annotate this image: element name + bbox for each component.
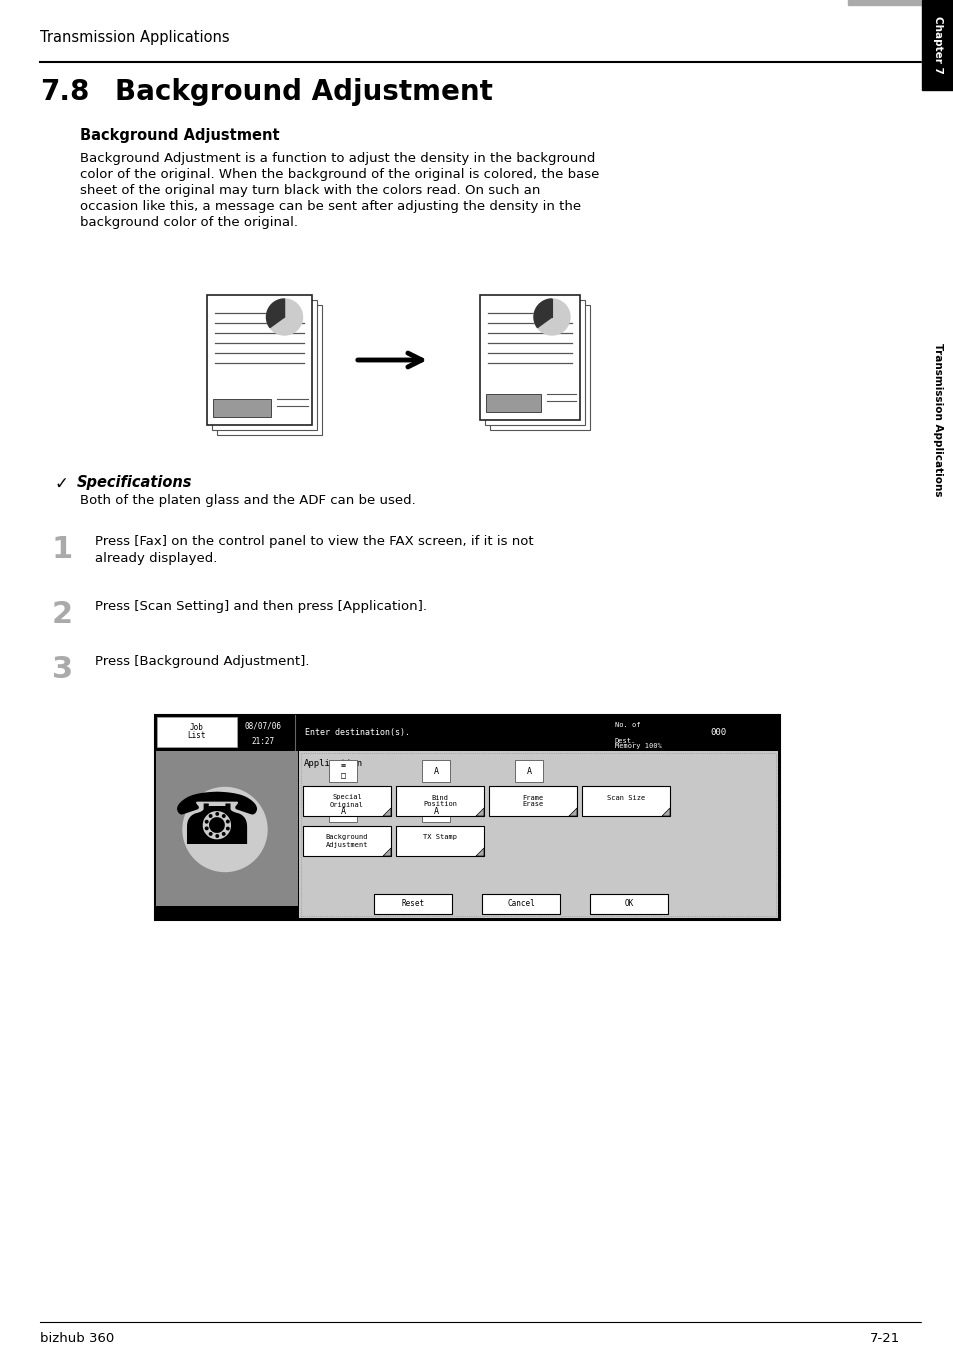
Bar xyxy=(157,717,236,748)
Text: No. of: No. of xyxy=(615,722,639,727)
Bar xyxy=(490,306,589,430)
Bar xyxy=(421,760,450,781)
Text: Scan Size: Scan Size xyxy=(606,795,644,800)
Bar xyxy=(515,760,542,781)
Text: Bind: Bind xyxy=(431,795,448,800)
Text: Transmission Applications: Transmission Applications xyxy=(932,343,942,496)
Text: already displayed.: already displayed. xyxy=(95,552,217,565)
Text: Transmission Applications: Transmission Applications xyxy=(40,30,230,45)
Text: A: A xyxy=(340,807,345,815)
Bar xyxy=(485,393,540,412)
Bar xyxy=(303,826,391,856)
Circle shape xyxy=(183,787,267,872)
Bar xyxy=(484,300,584,425)
Bar xyxy=(479,295,579,420)
Text: bizhub 360: bizhub 360 xyxy=(40,1332,114,1345)
Polygon shape xyxy=(382,848,391,856)
Bar xyxy=(217,306,322,435)
Text: ☎: ☎ xyxy=(172,790,262,859)
Bar xyxy=(303,786,391,817)
Text: Position: Position xyxy=(422,802,456,807)
Text: Adjustment: Adjustment xyxy=(325,841,368,848)
Text: 7-21: 7-21 xyxy=(869,1332,899,1345)
Text: Press [Scan Setting] and then press [Application].: Press [Scan Setting] and then press [App… xyxy=(95,600,427,612)
Text: Chapter 7: Chapter 7 xyxy=(932,16,942,74)
Bar xyxy=(581,786,669,817)
Text: Application: Application xyxy=(304,758,363,768)
Bar xyxy=(421,800,450,822)
Text: ✓: ✓ xyxy=(55,475,69,493)
Bar xyxy=(298,750,778,918)
Polygon shape xyxy=(568,808,577,817)
Text: Background Adjustment is a function to adjust the density in the background: Background Adjustment is a function to a… xyxy=(80,151,595,165)
Circle shape xyxy=(534,299,569,335)
Polygon shape xyxy=(661,808,669,817)
Text: A: A xyxy=(433,807,438,815)
Text: List: List xyxy=(188,731,206,741)
Text: Enter destination(s).: Enter destination(s). xyxy=(305,727,410,737)
Text: A: A xyxy=(526,767,531,776)
Text: 7.8: 7.8 xyxy=(40,78,90,105)
Text: Both of the platen glass and the ADF can be used.: Both of the platen glass and the ADF can… xyxy=(80,493,416,507)
Polygon shape xyxy=(476,808,483,817)
Text: Press [Fax] on the control panel to view the FAX screen, if it is not: Press [Fax] on the control panel to view… xyxy=(95,535,533,548)
Text: occasion like this, a message can be sent after adjusting the density in the: occasion like this, a message can be sen… xyxy=(80,200,580,214)
Text: Background Adjustment: Background Adjustment xyxy=(80,128,279,143)
Text: 3: 3 xyxy=(52,654,73,684)
Text: Frame: Frame xyxy=(522,795,543,800)
Polygon shape xyxy=(382,808,391,817)
Text: Memory 100%: Memory 100% xyxy=(615,744,661,749)
Text: Dest.: Dest. xyxy=(615,738,636,744)
Text: sheet of the original may turn black with the colors read. On such an: sheet of the original may turn black wit… xyxy=(80,184,539,197)
Bar xyxy=(156,750,297,918)
Polygon shape xyxy=(476,848,483,856)
Bar xyxy=(489,786,577,817)
Text: color of the original. When the background of the original is colored, the base: color of the original. When the backgrou… xyxy=(80,168,598,181)
Text: 21:27: 21:27 xyxy=(252,737,274,745)
Polygon shape xyxy=(534,299,552,327)
Bar xyxy=(395,826,483,856)
Text: Specifications: Specifications xyxy=(77,475,193,489)
Text: OK: OK xyxy=(623,899,633,909)
Bar xyxy=(329,760,356,781)
Bar xyxy=(329,800,356,822)
Text: background color of the original.: background color of the original. xyxy=(80,216,297,228)
Polygon shape xyxy=(266,299,284,327)
Circle shape xyxy=(266,299,302,335)
Text: Background Adjustment: Background Adjustment xyxy=(115,78,493,105)
Text: Background: Background xyxy=(325,834,368,841)
Bar xyxy=(213,300,317,430)
Bar xyxy=(154,715,780,919)
Text: Original: Original xyxy=(330,802,364,807)
Text: Erase: Erase xyxy=(522,802,543,807)
Bar xyxy=(395,786,483,817)
Text: Job: Job xyxy=(190,723,204,733)
Text: Press [Background Adjustment].: Press [Background Adjustment]. xyxy=(95,654,309,668)
Text: TX Stamp: TX Stamp xyxy=(422,834,456,841)
Bar xyxy=(156,906,297,918)
Bar xyxy=(374,894,452,914)
Text: 000: 000 xyxy=(709,727,725,737)
Text: Special: Special xyxy=(332,795,361,800)
Text: ≡
□: ≡ □ xyxy=(340,761,345,780)
Text: 2: 2 xyxy=(52,600,73,629)
Bar xyxy=(301,753,775,917)
Text: 1: 1 xyxy=(52,535,73,564)
Bar xyxy=(589,894,667,914)
Bar xyxy=(921,0,953,91)
Bar xyxy=(847,0,921,5)
Text: 08/07/06: 08/07/06 xyxy=(244,722,281,730)
Bar xyxy=(208,295,313,425)
Text: A: A xyxy=(433,767,438,776)
Bar xyxy=(921,0,953,1352)
Text: Cancel: Cancel xyxy=(507,899,535,909)
Bar xyxy=(481,894,559,914)
Bar xyxy=(213,399,271,416)
Text: Reset: Reset xyxy=(401,899,424,909)
